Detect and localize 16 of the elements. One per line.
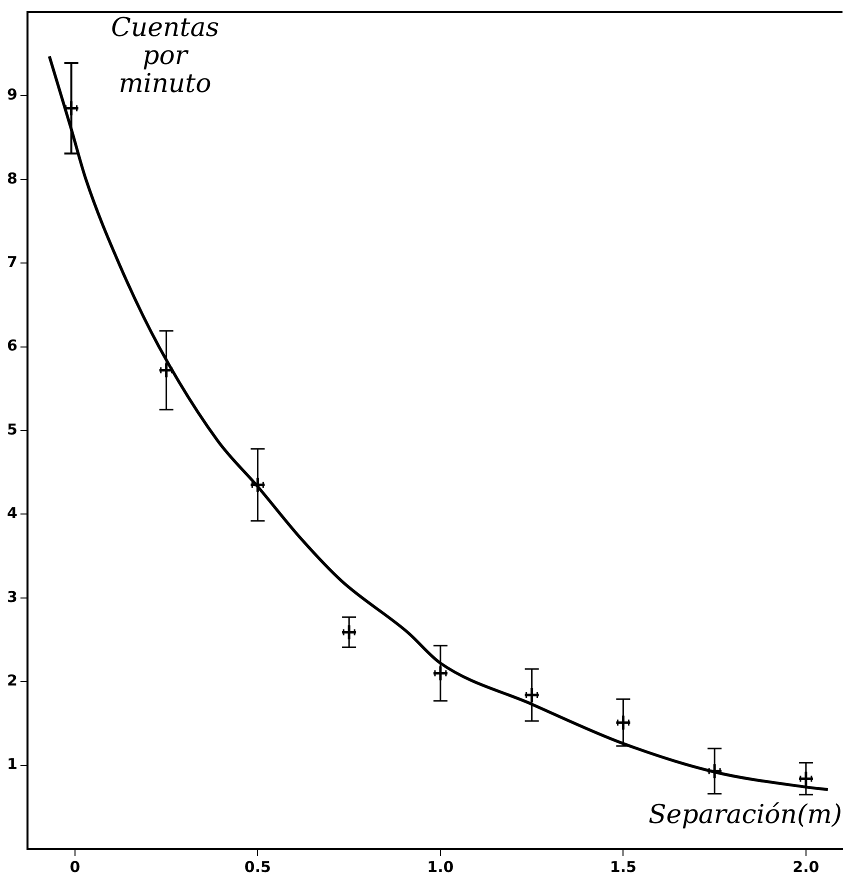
y-tick-label: 9 bbox=[7, 86, 18, 104]
y-tick-label: 4 bbox=[7, 504, 18, 522]
y-tick-label: 3 bbox=[7, 588, 18, 606]
x-tick-label: 1.5 bbox=[610, 858, 636, 876]
y-tick-label: 8 bbox=[7, 169, 18, 188]
x-tick-label: 0.5 bbox=[244, 858, 271, 876]
y-tick-label: 7 bbox=[7, 252, 18, 271]
x-axis-title: Separación(m) bbox=[648, 800, 842, 830]
y-tick-label: 1 bbox=[7, 755, 18, 774]
x-tick-label: 2.0 bbox=[792, 858, 820, 876]
x-tick-label: 0 bbox=[70, 858, 80, 876]
y-tick-label: 5 bbox=[7, 420, 18, 438]
y-tick-label: 2 bbox=[7, 671, 18, 690]
x-tick-label: 1.0 bbox=[427, 858, 454, 876]
y-tick-label: 6 bbox=[7, 336, 18, 355]
y-axis-title: Cuentas por minuto bbox=[110, 13, 220, 99]
